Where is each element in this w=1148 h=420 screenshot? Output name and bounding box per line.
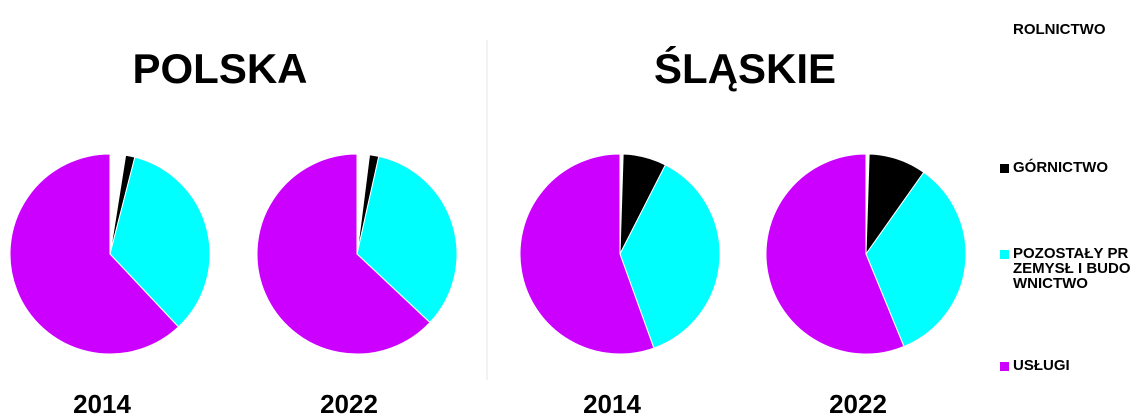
legend-swatch [1000,26,1009,35]
legend-item: GÓRNICTWO [1000,160,1140,175]
legend-item: ROLNICTWO [1000,22,1140,37]
pie-slice [765,153,905,355]
legend-label: ROLNICTWO [1013,21,1106,38]
legend-label: POZOSTAŁY PRZEMYSŁ I BUDOWNICTWO [1013,245,1131,292]
year-label: 2014 [583,389,641,419]
pie-slice [356,155,458,324]
pie-slice [9,153,180,355]
year-label: 2014 [73,389,131,419]
legend-swatch [1000,362,1009,371]
legend-label: USŁUGI [1013,357,1070,374]
pie-slice [109,156,211,328]
pie-slice [865,171,967,348]
legend-swatch [1000,164,1009,173]
chart-title: POLSKA [132,45,307,92]
chart-title: ŚLĄSKIE [654,44,836,92]
year-label: 2022 [829,389,887,419]
legend-item: USŁUGI [1000,358,1140,373]
legend-label: GÓRNICTWO [1013,159,1108,176]
year-label: 2022 [320,389,378,419]
legend-item: POZOSTAŁY PRZEMYSŁ I BUDOWNICTWO [1000,246,1140,291]
legend-swatch [1000,250,1009,259]
pie-slice [619,164,721,349]
pie-slice [519,153,655,355]
pie-slice [256,153,431,355]
